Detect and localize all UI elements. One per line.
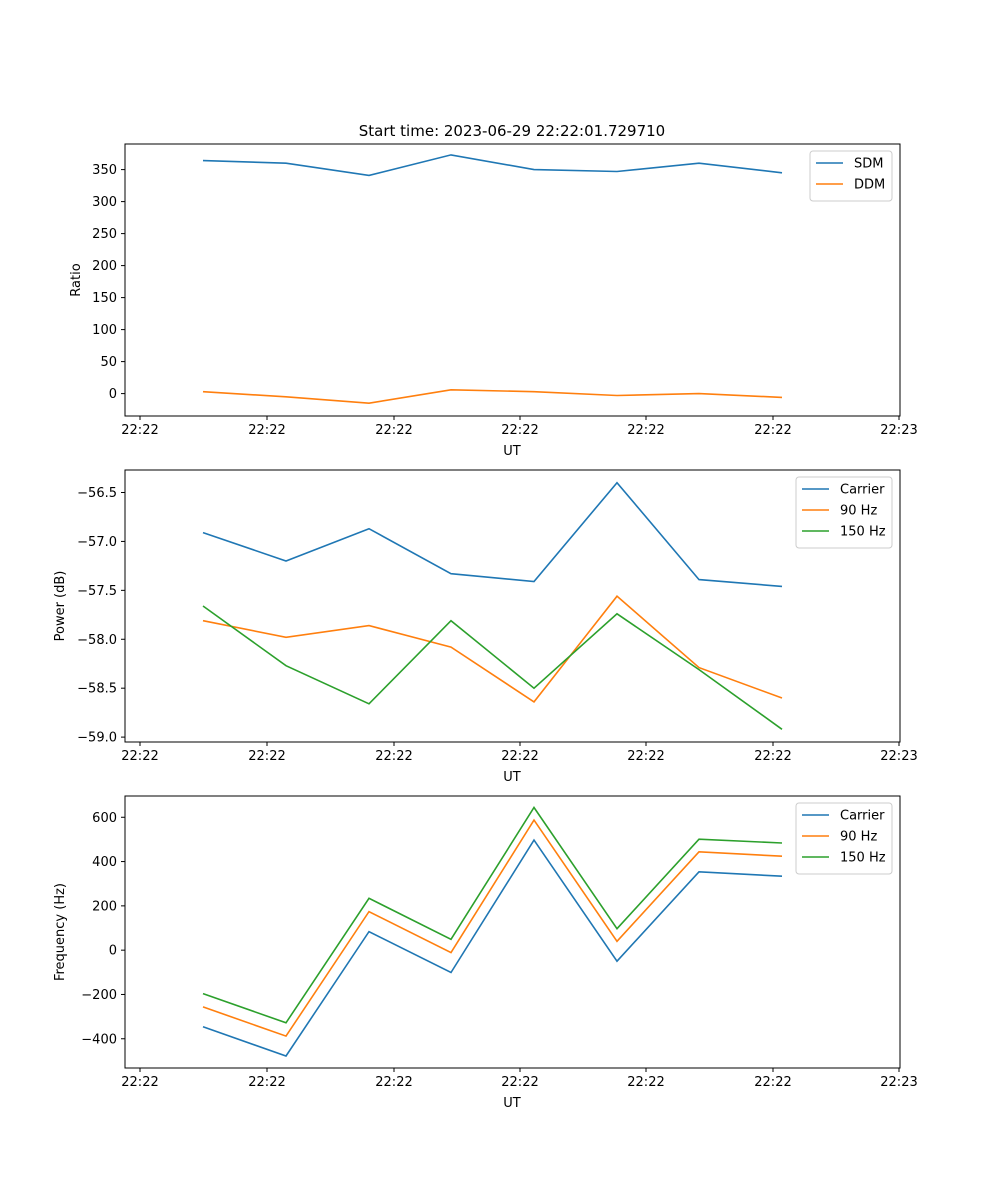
y-tick-label: −57.0 [77, 535, 117, 550]
y-axis-label: Power (dB) [53, 571, 68, 642]
subplot-3: 22:22 22:22 22:22 22:22 22:22 22:22 22:23 −400 −… [53, 795, 918, 1111]
legend: Carrier 90 Hz 150 Hz [795, 476, 893, 549]
x-tick-label: 22:22 [627, 423, 664, 438]
plot-frame [124, 469, 901, 743]
x-tick-label: 22:23 [880, 749, 917, 764]
legend-label: Carrier [840, 809, 885, 824]
subplot-1: 22:22 22:22 22:22 22:22 22:22 22:22 22:23 0 50 10… [69, 143, 918, 459]
x-tick-label: 22:22 [121, 749, 158, 764]
x-tick-label: 22:22 [501, 1075, 538, 1090]
figure-title: Start time: 2023-06-29 22:22:01.729710 [359, 122, 665, 140]
x-tick-label: 22:22 [121, 423, 158, 438]
y-tick-label: 100 [92, 323, 117, 338]
x-tick-label: 22:22 [248, 749, 285, 764]
x-tick-label: 22:22 [627, 1075, 664, 1090]
legend-label: 150 Hz [840, 525, 886, 540]
series-line-90-hz [202, 818, 783, 1038]
series-line-150-hz [202, 605, 783, 730]
y-tick-label: 150 [92, 291, 117, 306]
legend: Carrier 90 Hz 150 Hz [795, 802, 893, 875]
legend-label: DDM [854, 178, 885, 193]
legend-label: 90 Hz [840, 830, 877, 845]
series-line-carrier [202, 481, 783, 588]
y-tick-label: −58.5 [77, 682, 117, 697]
x-tick-label: 22:22 [248, 423, 285, 438]
series-line-sdm [202, 154, 783, 177]
x-axis-label: UT [503, 770, 521, 785]
x-tick-label: 22:22 [248, 1075, 285, 1090]
y-tick-label: −400 [81, 1032, 117, 1047]
legend-label: 150 Hz [840, 851, 886, 866]
y-tick-label: 50 [100, 355, 117, 370]
y-tick-label: 0 [109, 944, 117, 959]
x-tick-label: 22:22 [627, 749, 664, 764]
legend-label: SDM [854, 157, 883, 172]
x-tick-label: 22:22 [754, 1075, 791, 1090]
plot-frame [124, 143, 901, 417]
series-line-carrier [202, 838, 783, 1057]
y-tick-label: 0 [109, 387, 117, 402]
y-tick-label: 350 [92, 163, 117, 178]
y-tick-label: −57.5 [77, 584, 117, 599]
plot-frame [124, 795, 901, 1069]
x-axis-label: UT [503, 444, 521, 459]
x-axis-label: UT [503, 1096, 521, 1111]
x-tick-label: 22:23 [880, 423, 917, 438]
y-tick-label: 200 [92, 259, 117, 274]
y-tick-label: −59.0 [77, 731, 117, 746]
legend-label: Carrier [840, 483, 885, 498]
y-tick-label: 200 [92, 899, 117, 914]
x-tick-label: 22:22 [375, 1075, 412, 1090]
y-axis-label: Ratio [69, 263, 84, 296]
x-tick-label: 22:23 [880, 1075, 917, 1090]
y-axis-label: Frequency (Hz) [53, 883, 68, 981]
x-tick-label: 22:22 [375, 423, 412, 438]
series-line-ddm [202, 388, 783, 405]
series-line-150-hz [202, 806, 783, 1024]
y-tick-label: 300 [92, 195, 117, 210]
y-tick-label: 400 [92, 855, 117, 870]
x-tick-label: 22:22 [754, 749, 791, 764]
subplot-2: 22:22 22:22 22:22 22:22 22:22 22:22 22:23 −59.0… [53, 469, 918, 785]
x-tick-label: 22:22 [121, 1075, 158, 1090]
x-tick-label: 22:22 [375, 749, 412, 764]
y-tick-label: 600 [92, 811, 117, 826]
x-tick-label: 22:22 [501, 423, 538, 438]
series-line-90-hz [202, 595, 783, 703]
y-tick-label: −58.0 [77, 633, 117, 648]
x-tick-label: 22:22 [754, 423, 791, 438]
y-tick-label: −56.5 [77, 486, 117, 501]
y-tick-label: −200 [81, 988, 117, 1003]
legend-label: 90 Hz [840, 504, 877, 519]
y-tick-label: 250 [92, 227, 117, 242]
x-tick-label: 22:22 [501, 749, 538, 764]
legend: SDM DDM [809, 150, 893, 202]
